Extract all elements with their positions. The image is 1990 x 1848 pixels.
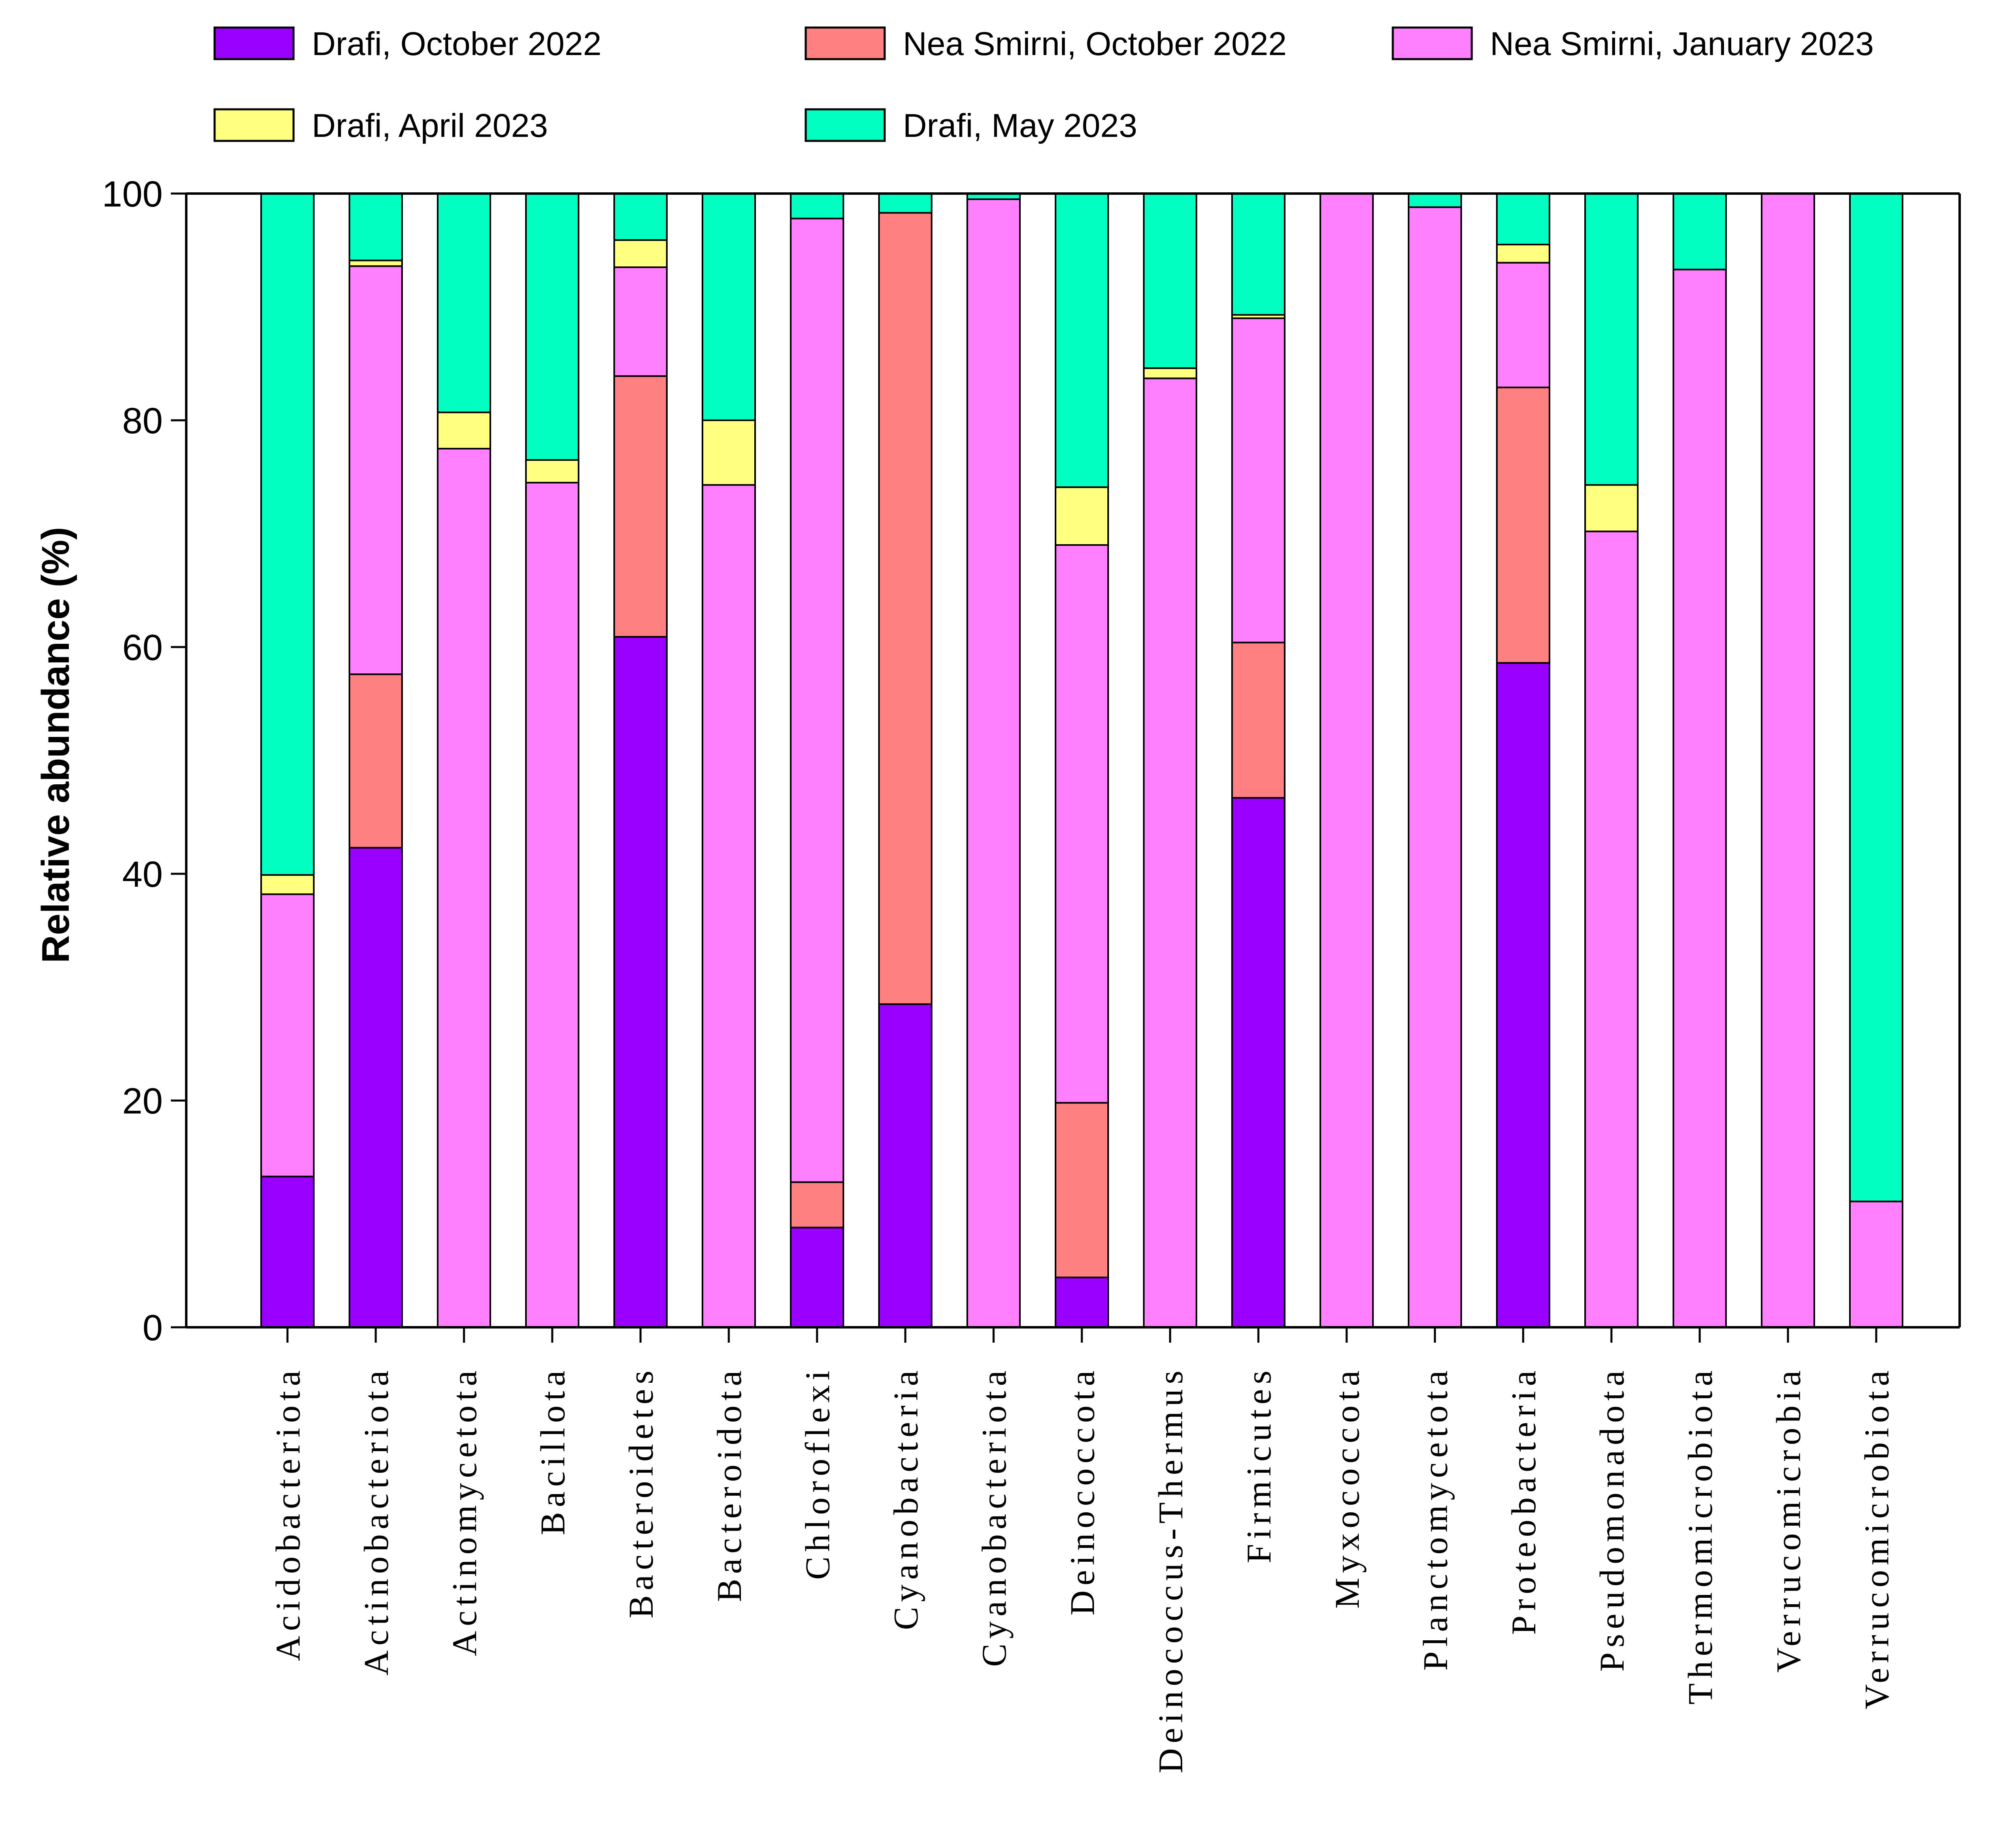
bar-segment-bacteroidetes-drafi-april-2023	[613, 239, 668, 268]
y-tick-label-40: 40	[122, 854, 163, 895]
bar-segment-verrucomicrobiota-nea-smirni-january-2023	[1849, 1201, 1903, 1328]
bar-segment-bacteroidetes-nea-smirni-january-2023	[613, 266, 668, 377]
bar-segment-pseudomonadota-drafi-may-2023	[1584, 193, 1639, 486]
bar-segment-chloroflexi-drafi-october-2022	[790, 1226, 844, 1329]
bar-segment-deinococcus-thermus-drafi-april-2023	[1143, 367, 1197, 379]
y-tick-label-100: 100	[102, 174, 163, 215]
bar-segment-bacillota-nea-smirni-january-2023	[525, 482, 579, 1328]
bar-segment-bacteroidota-drafi-april-2023	[702, 419, 756, 486]
legend: Drafi, October 2022 Nea Smirni, October 2…	[213, 26, 1874, 144]
bar-segment-bacteroidetes-drafi-october-2022	[613, 636, 668, 1328]
bar-segment-myxococcota-nea-smirni-january-2023	[1320, 193, 1374, 1328]
bar-segment-firmicutes-nea-smirni-january-2023	[1231, 317, 1286, 643]
bar-segment-firmicutes-nea-smirni-october-2022	[1231, 641, 1286, 799]
legend-swatch-drafi-april-2023	[213, 108, 295, 142]
legend-label-drafi-may-2023: Drafi, May 2023	[903, 107, 1137, 144]
bar-segment-proteobacteria-nea-smirni-january-2023	[1496, 262, 1550, 388]
bar-segment-planctomycetota-drafi-may-2023	[1408, 193, 1462, 208]
x-tick-label-verrucomicrobiota: Verrucomicrobiota	[1857, 1366, 1896, 1710]
bar-segment-firmicutes-drafi-october-2022	[1231, 797, 1286, 1328]
x-tick-label-actinobacteriota: Actinobacteriota	[357, 1366, 396, 1676]
x-tick-label-acidobacteriota: Acidobacteriota	[268, 1366, 307, 1661]
bar-segment-pseudomonadota-drafi-april-2023	[1584, 484, 1639, 532]
bar-segment-cyanobacteriota-nea-smirni-january-2023	[966, 198, 1021, 1328]
legend-label-drafi-october-2022: Drafi, October 2022	[312, 26, 602, 62]
bar-segment-bacteroidota-drafi-may-2023	[702, 193, 756, 421]
bar-segment-proteobacteria-nea-smirni-october-2022	[1496, 386, 1550, 664]
bar-segment-bacillota-drafi-april-2023	[525, 459, 579, 483]
bar-segment-cyanobacteria-drafi-may-2023	[878, 193, 932, 214]
bar-segment-proteobacteria-drafi-may-2023	[1496, 193, 1550, 245]
x-tick-label-firmicutes: Firmicutes	[1239, 1366, 1278, 1563]
bar-segment-acidobacteriota-drafi-may-2023	[260, 193, 315, 876]
bar-segment-actinobacteriota-drafi-april-2023	[349, 260, 403, 267]
x-tick-label-actinomycetota: Actinomycetota	[445, 1366, 484, 1656]
bars	[260, 193, 1903, 1329]
bar-segment-cyanobacteria-drafi-october-2022	[878, 1003, 932, 1328]
bar-segment-chloroflexi-drafi-may-2023	[790, 193, 844, 219]
bar-segment-proteobacteria-drafi-october-2022	[1496, 662, 1550, 1328]
bar-segment-deinococcota-drafi-may-2023	[1055, 193, 1109, 488]
legend-swatch-drafi-may-2023	[805, 108, 886, 142]
bar-segment-acidobacteriota-drafi-october-2022	[260, 1175, 315, 1329]
bar-segment-planctomycetota-nea-smirni-january-2023	[1408, 206, 1462, 1328]
x-tick-label-deinococcota: Deinococcota	[1063, 1366, 1102, 1616]
legend-swatch-nea-smirni-january-2023	[1392, 26, 1473, 60]
bar-segment-bacteroidetes-drafi-may-2023	[613, 193, 668, 241]
bar-segment-thermomicrobiota-drafi-may-2023	[1673, 193, 1727, 270]
bar-segment-actinomycetota-nea-smirni-january-2023	[437, 448, 491, 1328]
bar-segment-bacillota-drafi-may-2023	[525, 193, 579, 461]
legend-label-drafi-april-2023: Drafi, April 2023	[312, 107, 548, 144]
y-tick-label-0: 0	[143, 1308, 163, 1348]
bar-segment-pseudomonadota-nea-smirni-january-2023	[1584, 530, 1639, 1328]
bar-segment-firmicutes-drafi-may-2023	[1231, 193, 1286, 316]
legend-label-nea-smirni-october-2022: Nea Smirni, October 2022	[903, 26, 1287, 62]
x-tick-label-myxococcota: Myxococcota	[1328, 1366, 1366, 1609]
y-axis-title: Relative abundance (%)	[34, 527, 77, 963]
y-tick-label-80: 80	[122, 401, 163, 441]
bar-segment-deinococcus-thermus-nea-smirni-january-2023	[1143, 377, 1197, 1329]
bar-segment-deinococcota-drafi-april-2023	[1055, 486, 1109, 546]
bar-segment-actinobacteriota-nea-smirni-october-2022	[349, 673, 403, 849]
legend-swatch-drafi-october-2022	[213, 26, 295, 60]
bar-segment-thermomicrobiota-nea-smirni-january-2023	[1673, 268, 1727, 1328]
bar-segment-acidobacteriota-nea-smirni-january-2023	[260, 893, 315, 1177]
x-tick-label-deinococcus-thermus: Deinococcus-Thermus	[1151, 1366, 1190, 1773]
bar-segment-chloroflexi-nea-smirni-october-2022	[790, 1181, 844, 1228]
x-tick-label-thermomicrobiota: Thermomicrobiota	[1681, 1366, 1720, 1705]
bar-segment-verrucomicrobiota-drafi-may-2023	[1849, 193, 1903, 1203]
x-tick-label-bacteroidetes: Bacteroidetes	[621, 1366, 660, 1618]
bar-segment-bacteroidota-nea-smirni-january-2023	[702, 484, 756, 1328]
bar-segment-actinobacteriota-drafi-may-2023	[349, 193, 403, 262]
bar-segment-proteobacteria-drafi-april-2023	[1496, 244, 1550, 264]
x-tick-label-bacteroidota: Bacteroidota	[710, 1366, 749, 1602]
legend-swatch-nea-smirni-october-2022	[805, 26, 886, 60]
bar-segment-deinococcus-thermus-drafi-may-2023	[1143, 193, 1197, 369]
bar-segment-actinomycetota-drafi-may-2023	[437, 193, 491, 413]
x-tick-label-chloroflexi: Chloroflexi	[798, 1366, 837, 1580]
bar-segment-deinococcota-nea-smirni-january-2023	[1055, 544, 1109, 1104]
x-tick-label-bacillota: Bacillota	[533, 1366, 572, 1535]
bar-segment-actinobacteriota-drafi-october-2022	[349, 847, 403, 1329]
bar-segment-acidobacteriota-drafi-april-2023	[260, 874, 315, 895]
bar-segment-verrucomicrobia-nea-smirni-january-2023	[1761, 193, 1815, 1328]
bar-segment-actinomycetota-drafi-april-2023	[437, 411, 491, 450]
x-tick-label-cyanobacteriota: Cyanobacteriota	[975, 1366, 1013, 1667]
bar-segment-actinobacteriota-nea-smirni-january-2023	[349, 265, 403, 675]
x-tick-label-verrucomicrobia: Verrucomicrobia	[1769, 1366, 1808, 1673]
bar-segment-cyanobacteria-nea-smirni-october-2022	[878, 212, 932, 1005]
x-tick-label-planctomycetota: Planctomycetota	[1416, 1366, 1455, 1671]
x-tick-label-cyanobacteria: Cyanobacteria	[886, 1366, 925, 1630]
legend-label-nea-smirni-january-2023: Nea Smirni, January 2023	[1490, 26, 1874, 62]
bar-segment-deinococcota-drafi-october-2022	[1055, 1276, 1109, 1329]
x-tick-label-pseudomonadota: Pseudomonadota	[1592, 1366, 1631, 1672]
bar-segment-chloroflexi-nea-smirni-january-2023	[790, 217, 844, 1183]
y-tick-label-20: 20	[122, 1081, 163, 1122]
bar-segment-bacteroidetes-nea-smirni-october-2022	[613, 375, 668, 638]
x-tick-label-proteobacteria: Proteobacteria	[1504, 1366, 1543, 1635]
bar-segment-deinococcota-nea-smirni-october-2022	[1055, 1102, 1109, 1278]
y-tick-label-60: 60	[122, 628, 163, 668]
axes: 0 20 40 60 80 100 Acidobacteriota Actinobacteri…	[102, 174, 1961, 1773]
